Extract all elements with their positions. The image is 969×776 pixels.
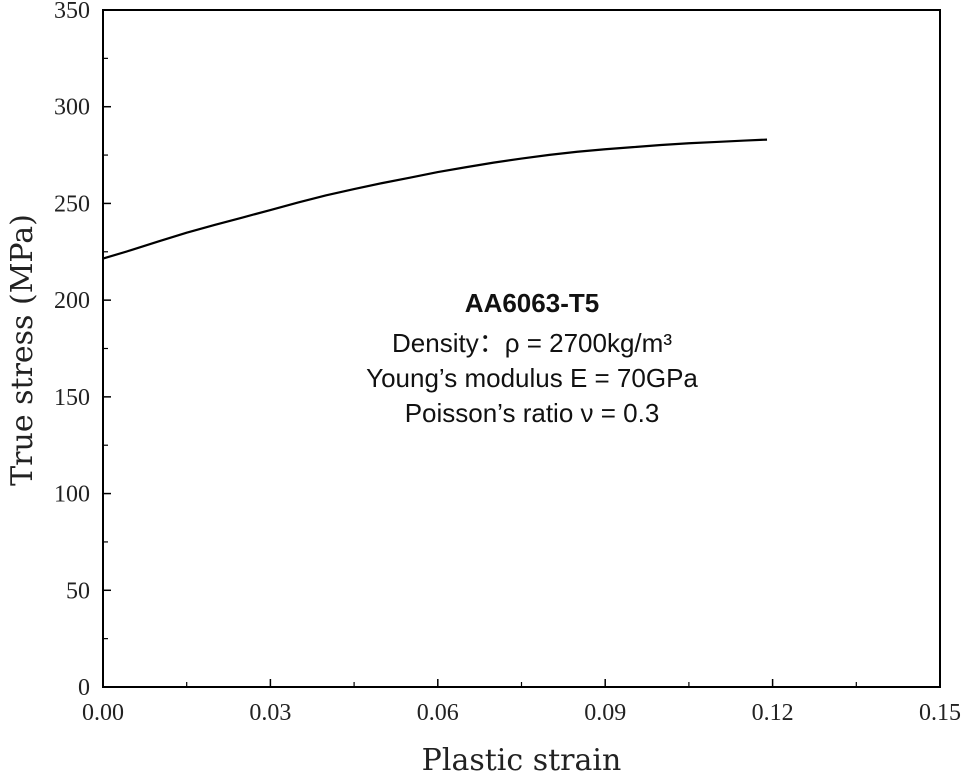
y-tick-label: 0 (78, 675, 90, 701)
material-annotation: AA6063-T5 Density：ρ = 2700kg/m³ Young’s … (366, 288, 698, 428)
x-axis-title: Plastic strain (422, 743, 622, 776)
x-tick-label: 0.03 (249, 700, 291, 726)
x-tick-label: 0.09 (584, 700, 626, 726)
ticks (102, 9, 941, 688)
x-tick-label: 0.00 (82, 700, 124, 726)
y-tick-label: 50 (66, 578, 90, 604)
y-tick-label: 350 (54, 0, 90, 24)
series-layer (102, 138, 768, 260)
x-tick-label: 0.06 (417, 700, 459, 726)
y-tick-label: 250 (54, 191, 90, 217)
x-tick-label: 0.15 (919, 700, 961, 726)
x-tick-label: 0.12 (752, 700, 794, 726)
y-tick-label: 200 (54, 288, 90, 314)
y-tick-label: 300 (54, 95, 90, 121)
y-tick-label: 100 (54, 482, 90, 508)
tick-labels: 0.00 0.03 0.06 0.09 0.12 0.15 0 50 100 150 200 250 3… (54, 0, 961, 726)
series-line-aa6063-t5 (102, 138, 768, 260)
y-axis-title: True stress (MPa) (5, 214, 40, 486)
annotation-poisson-ratio: Poisson’s ratio ν = 0.3 (405, 398, 660, 428)
y-tick-label: 150 (54, 385, 90, 411)
annotation-density: Density：ρ = 2700kg/m³ (392, 328, 672, 358)
annotation-youngs-modulus: Young’s modulus E = 70GPa (366, 363, 698, 393)
annotation-title: AA6063-T5 (465, 288, 599, 318)
